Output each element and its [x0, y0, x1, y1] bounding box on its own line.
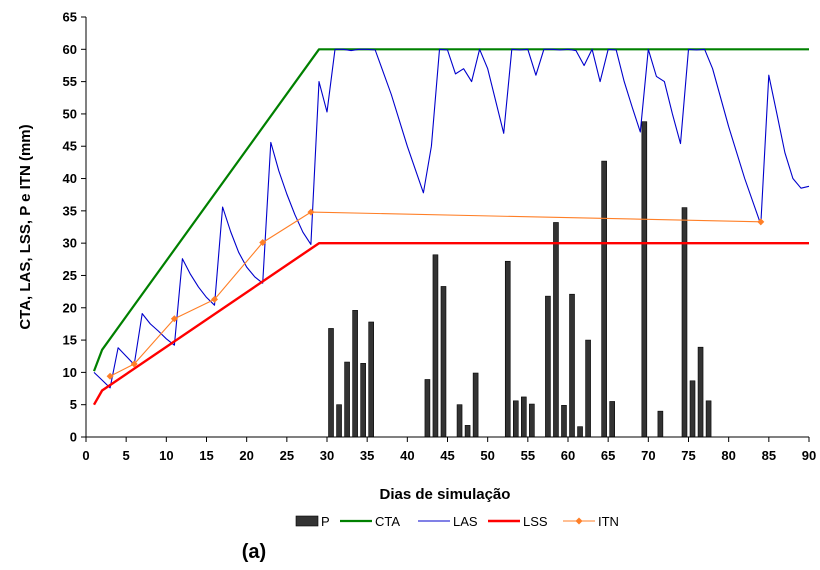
y-tick-label: 25	[63, 268, 77, 283]
x-tick-label: 45	[440, 448, 454, 463]
x-tick-label: 30	[320, 448, 334, 463]
bar-p	[561, 405, 567, 438]
y-axis-title: CTA, LAS, LSS, P e ITN (mm)	[17, 124, 34, 329]
legend-item-lss: LSS	[488, 514, 548, 529]
x-tick-label: 55	[521, 448, 535, 463]
bar-p	[641, 121, 648, 438]
bar-p	[657, 410, 664, 438]
bar-p	[529, 403, 535, 438]
marker-itn	[211, 295, 219, 303]
bar-p	[601, 160, 607, 438]
bar-p	[368, 321, 374, 438]
y-tick-label: 40	[63, 171, 77, 186]
bar-p	[521, 396, 527, 438]
bar-p	[609, 401, 615, 438]
x-tick-label: 85	[762, 448, 776, 463]
y-tick-label: 55	[63, 74, 77, 89]
bar-p	[697, 346, 704, 438]
legend-label-p: P	[321, 514, 330, 529]
bar-p	[569, 293, 575, 438]
y-tick-label: 45	[63, 139, 77, 154]
x-tick-label: 10	[159, 448, 173, 463]
x-tick-label: 65	[601, 448, 615, 463]
bar-p	[553, 222, 559, 438]
legend-label-cta: CTA	[375, 514, 400, 529]
bars-p	[328, 121, 712, 438]
marker-itn	[170, 315, 178, 323]
y-tick-label: 0	[70, 430, 77, 445]
bar-p	[456, 404, 463, 438]
bar-p	[464, 425, 471, 438]
y-tick-label: 10	[63, 365, 77, 380]
marker-itn	[757, 218, 765, 226]
y-tick-label: 60	[63, 42, 77, 57]
x-tick-label: 0	[82, 448, 89, 463]
x-axis-title: Dias de simulação	[380, 486, 511, 503]
y-tick-label: 35	[63, 203, 77, 218]
bar-p	[472, 372, 479, 438]
legend-label-lss: LSS	[523, 514, 548, 529]
x-tick-label: 25	[280, 448, 294, 463]
legend-label-itn: ITN	[598, 514, 619, 529]
y-tick-label: 15	[63, 333, 77, 348]
marker-itn	[307, 208, 315, 216]
bar-p	[360, 363, 366, 438]
marker-itn	[106, 372, 114, 380]
line-las	[93, 48, 810, 389]
marker-itn	[259, 239, 267, 247]
bar-p	[432, 254, 439, 438]
marker-itn	[130, 360, 138, 368]
bar-p	[504, 260, 511, 438]
legend-item-p: P	[295, 514, 330, 529]
x-tick-label: 5	[123, 448, 130, 463]
x-tick-label: 50	[480, 448, 494, 463]
y-tick-label: 5	[70, 397, 77, 412]
bar-p	[424, 379, 431, 438]
y-tick-label: 50	[63, 106, 77, 121]
legend: P CTA LAS LSS ITN	[295, 514, 619, 529]
y-tick-label: 65	[63, 10, 77, 25]
x-tick-label: 40	[400, 448, 414, 463]
x-tick-label: 60	[561, 448, 575, 463]
bar-p	[440, 286, 447, 438]
legend-label-las: LAS	[453, 514, 478, 529]
y-tick-label: 30	[63, 236, 77, 251]
lines	[92, 48, 810, 406]
x-tick-label: 80	[721, 448, 735, 463]
bar-p	[689, 380, 696, 438]
bar-p	[512, 400, 519, 438]
x-tick-label: 35	[360, 448, 374, 463]
figure-caption: (a)	[242, 541, 266, 563]
line-lss	[92, 242, 809, 406]
legend-item-las: LAS	[418, 514, 478, 529]
y-tick-labels: 0 5 10 15 20 25 30 35 40 45 50 55 60 65	[63, 10, 77, 445]
bar-p	[336, 404, 342, 438]
x-tick-labels: 0 5 10 15 20 25 30 35 40 45 50 55 60 65 70 75 80 85 90	[82, 448, 816, 463]
x-tick-label: 20	[239, 448, 253, 463]
bar-p	[328, 328, 334, 438]
legend-item-cta: CTA	[340, 514, 400, 529]
legend-swatch-p	[295, 515, 319, 527]
bar-p	[344, 361, 350, 438]
y-tick-label: 20	[63, 300, 77, 315]
x-tick-label: 15	[199, 448, 213, 463]
bar-p	[545, 295, 551, 438]
x-tick-label: 70	[641, 448, 655, 463]
x-tick-label: 90	[802, 448, 816, 463]
x-tick-label: 75	[681, 448, 695, 463]
bar-p	[352, 310, 358, 438]
legend-marker-itn	[575, 517, 583, 525]
bar-p	[705, 400, 712, 438]
legend-item-itn: ITN	[563, 514, 619, 529]
axes	[81, 16, 810, 442]
bar-p	[585, 339, 591, 438]
bar-p	[577, 426, 583, 438]
